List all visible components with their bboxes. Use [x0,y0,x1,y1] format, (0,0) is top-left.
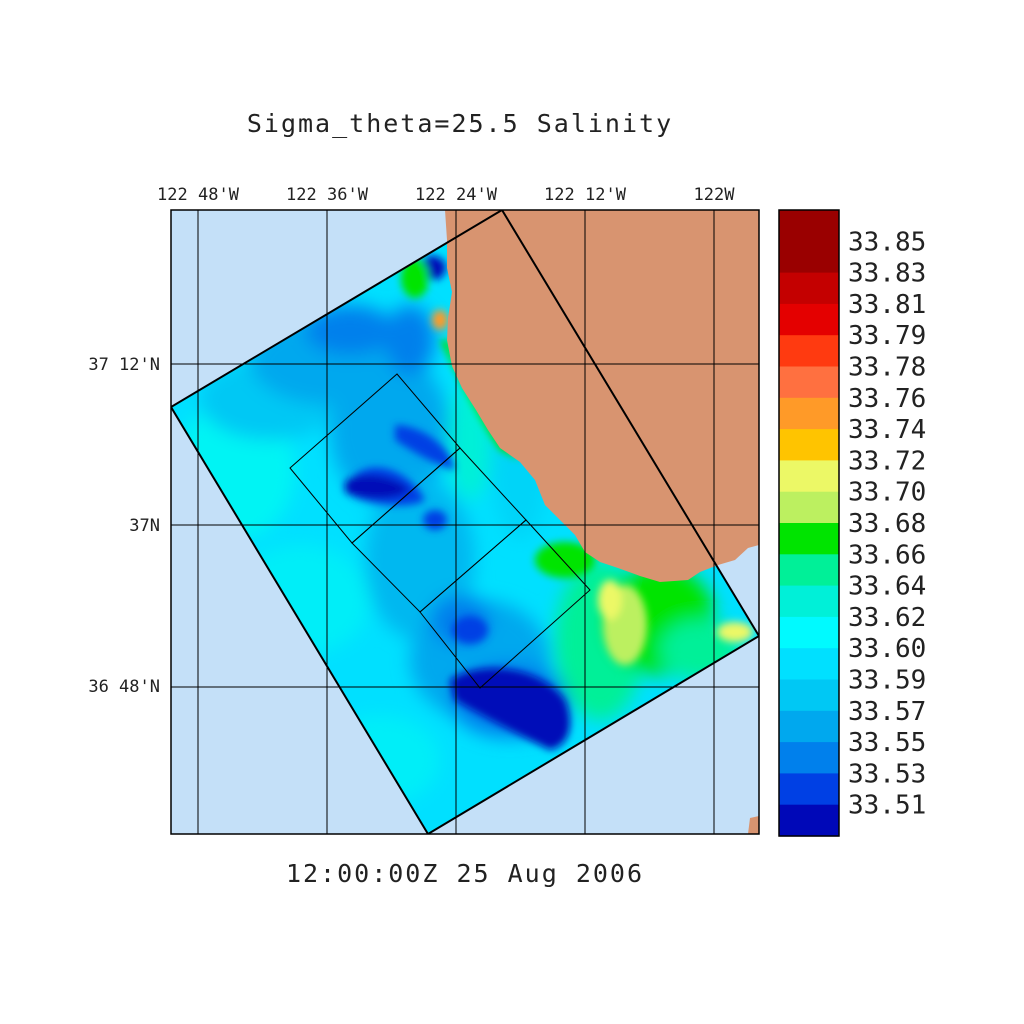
colorbar-swatch [779,648,839,681]
colorbar-legend: 33.8533.8333.8133.7933.7833.7633.7433.72… [778,209,926,837]
colorbar-label: 33.68 [848,509,926,539]
lon-tick-label: 122W [694,185,736,205]
colorbar-label: 33.62 [848,603,926,633]
colorbar-label: 33.74 [848,415,926,445]
colorbar-label: 33.64 [848,572,926,602]
colorbar-swatch [779,272,839,305]
colorbar-swatch [779,742,839,774]
colorbar-swatch [779,491,839,524]
colorbar-swatch [779,616,839,649]
land-area [445,210,759,582]
lon-tick-label: 122 48'W [157,185,240,205]
colorbar-swatch [779,460,839,493]
map-frame [170,209,760,835]
colorbar-label: 33.79 [848,321,926,351]
colorbar-label: 33.76 [848,384,926,414]
colorbar-label: 33.81 [848,290,926,320]
latitude-labels: 37 12'N 37N 36 48'N [88,355,160,697]
colorbar-swatch [779,679,839,712]
colorbar-swatch [779,429,839,461]
lat-tick-label: 37N [129,516,160,536]
colorbar-label: 33.70 [848,478,926,508]
colorbar-label: 33.72 [848,446,926,476]
lon-tick-label: 122 24'W [415,185,498,205]
colorbar-swatch [779,523,839,555]
map-timestamp: 12:00:00Z 25 Aug 2006 [286,859,644,888]
colorbar-label: 33.53 [848,759,926,789]
colorbar-frame [778,209,840,837]
colorbar-label: 33.55 [848,728,926,758]
colorbar-label: 33.59 [848,666,926,696]
sampling-boxes [289,373,591,689]
colorbar-swatch [779,397,839,430]
graticule [171,210,759,834]
colorbar-swatch [779,366,839,399]
colorbar-label: 33.57 [848,697,926,727]
colorbar-label: 33.51 [848,791,926,821]
colorbar-swatch [779,710,839,743]
map-title: Sigma_theta=25.5 Salinity [247,109,673,138]
colorbar-swatch [779,773,839,806]
colorbar-label: 33.78 [848,353,926,383]
colorbar-label: 33.66 [848,540,926,570]
colorbar-swatch [779,303,839,336]
colorbar-swatch [779,241,839,274]
colorbar-swatch [779,585,839,618]
colorbar-label: 33.85 [848,227,926,257]
colorbar-label: 33.83 [848,259,926,289]
salinity-extremes [345,256,753,750]
map-panel [171,210,759,834]
model-domain-outline [171,210,759,834]
lat-tick-label: 37 12'N [88,355,160,375]
land-fragment [748,816,759,834]
lon-tick-label: 122 12'W [544,185,627,205]
colorbar-label: 33.60 [848,634,926,664]
colorbar-swatch [779,554,839,587]
colorbar-swatch [779,210,839,242]
lat-tick-label: 36 48'N [88,677,160,697]
lon-tick-label: 122 36'W [286,185,369,205]
longitude-labels: 122 48'W 122 36'W 122 24'W 122 12'W 122W [157,185,735,205]
colorbar-swatch [779,804,839,837]
colorbar-swatch [779,335,839,368]
